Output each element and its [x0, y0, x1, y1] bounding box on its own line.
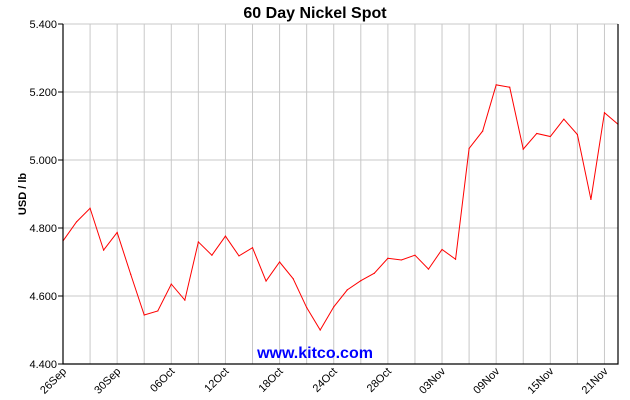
data-point	[400, 259, 403, 261]
data-point	[89, 207, 91, 209]
data-point	[522, 148, 524, 150]
y-tick-label: 5.200	[29, 87, 57, 99]
data-point	[373, 272, 375, 274]
y-ticks: 4.400 4.600 4.800 5.000 5.200 5.400	[29, 19, 63, 371]
data-point	[184, 299, 186, 301]
data-point	[130, 273, 132, 275]
x-tick-label: 06Oct	[148, 366, 177, 395]
data-point	[576, 133, 578, 136]
data-point	[387, 257, 389, 259]
data-point	[238, 255, 240, 257]
data-point	[306, 306, 308, 309]
data-point	[116, 231, 118, 234]
x-tick-label: 09Nov	[471, 365, 502, 396]
data-point	[482, 130, 484, 132]
data-point	[590, 198, 592, 201]
x-tick-label: 15Nov	[525, 365, 556, 396]
watermark: www.kitco.com	[256, 345, 373, 362]
data-point	[103, 249, 105, 251]
data-point	[536, 132, 538, 135]
data-point	[441, 248, 443, 251]
data-point	[346, 289, 348, 291]
data-points	[62, 84, 619, 331]
data-point	[211, 254, 213, 256]
x-tick-label: 30Sep	[92, 366, 123, 397]
data-point	[454, 258, 457, 260]
data-point	[468, 147, 470, 150]
x-tick-label: 03Nov	[417, 365, 448, 396]
y-tick-label: 4.800	[29, 223, 57, 235]
data-point	[75, 221, 78, 223]
data-point	[292, 278, 294, 280]
data-point	[549, 135, 551, 138]
data-point	[333, 306, 335, 308]
data-point	[157, 310, 159, 312]
data-point	[251, 247, 254, 249]
x-ticks: 26Sep 30Sep 06Oct 12Oct 18Oct 24Oct 28Oct 03Nov…	[38, 365, 611, 396]
chart-title: 60 Day Nickel Spot	[243, 5, 387, 22]
data-point	[170, 283, 172, 285]
y-axis-label: USD / lb	[17, 173, 29, 215]
data-point	[563, 118, 565, 120]
y-tick-label: 4.400	[29, 359, 57, 371]
data-point	[197, 241, 199, 243]
data-point	[319, 329, 321, 331]
plot-frame	[62, 24, 619, 365]
data-point	[360, 280, 362, 282]
grid	[62, 23, 618, 365]
price-line	[62, 84, 619, 331]
data-point	[509, 86, 511, 88]
data-point	[143, 314, 145, 316]
x-tick-label: 24Oct	[311, 366, 340, 395]
data-point	[414, 254, 416, 256]
data-point	[427, 268, 430, 270]
y-tick-label: 5.000	[29, 155, 57, 167]
x-tick-label: 18Oct	[256, 366, 285, 395]
data-point	[495, 84, 497, 86]
y-tick-label: 5.400	[29, 19, 57, 31]
data-point	[278, 261, 281, 263]
data-point	[603, 112, 606, 114]
data-point	[224, 235, 227, 237]
x-tick-label: 12Oct	[202, 366, 231, 395]
y-tick-label: 4.600	[29, 291, 57, 303]
x-tick-label: 21Nov	[580, 365, 611, 396]
data-point	[265, 280, 267, 282]
x-tick-label: 28Oct	[365, 366, 394, 395]
